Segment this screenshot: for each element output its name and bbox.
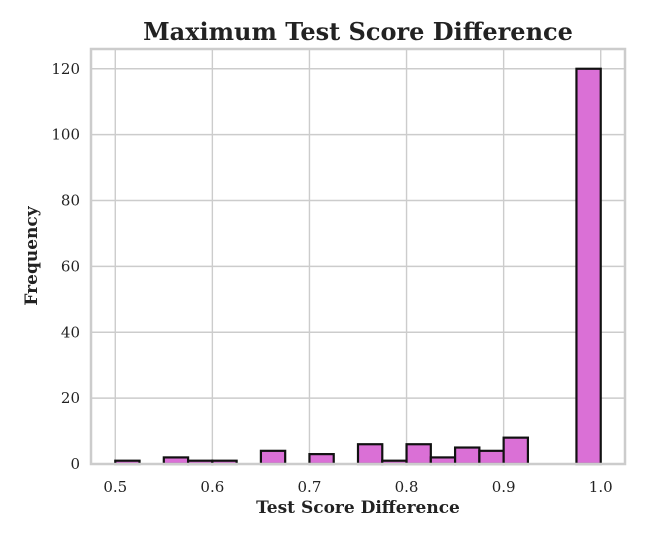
histogram-bar <box>405 443 432 466</box>
x-tick-label: 0.8 <box>395 478 419 496</box>
histogram-bar <box>453 446 481 466</box>
x-tick-label: 0.7 <box>298 478 322 496</box>
histogram-bar <box>356 443 384 466</box>
y-tick-label: 20 <box>61 389 80 407</box>
x-axis-ticks: 0.5 0.6 0.7 0.8 0.9 1.0 <box>103 478 612 496</box>
y-tick-label: 80 <box>61 192 80 210</box>
y-tick-label: 40 <box>61 323 80 341</box>
x-tick-label: 1.0 <box>589 478 613 496</box>
y-tick-label: 120 <box>51 60 80 78</box>
histogram-bar <box>259 449 287 466</box>
y-axis-ticks: 0 20 40 60 80 100 120 <box>51 60 80 473</box>
histogram-bar <box>308 453 335 466</box>
x-axis-label: Test Score Difference <box>256 498 460 518</box>
histogram-bar <box>575 67 602 466</box>
y-axis-label: Frequency <box>22 205 42 305</box>
x-tick-label: 0.5 <box>103 478 127 496</box>
histogram-bar <box>478 449 505 466</box>
plot-frame <box>89 47 627 466</box>
y-tick-label: 60 <box>61 257 80 275</box>
chart-title: Maximum Test Score Difference <box>143 17 573 46</box>
histogram-bar <box>502 436 530 466</box>
x-tick-label: 0.6 <box>200 478 224 496</box>
histogram-bars <box>114 67 602 466</box>
grid-lines <box>91 49 625 465</box>
y-tick-label: 0 <box>70 455 80 473</box>
y-tick-label: 100 <box>51 126 80 144</box>
x-tick-label: 0.9 <box>492 478 516 496</box>
